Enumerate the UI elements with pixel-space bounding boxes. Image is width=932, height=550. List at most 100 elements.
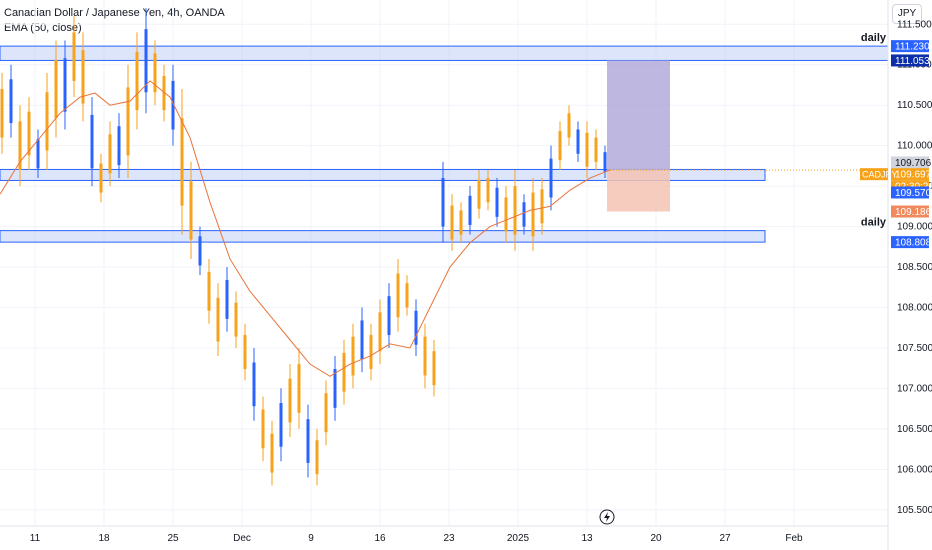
- zone-label: daily: [861, 217, 887, 229]
- x-tick-label: Feb: [785, 533, 803, 544]
- candle-body: [369, 335, 373, 370]
- time-axis: 11 18 25 Dec 9 16 23 2025 13 20 27 Feb: [30, 533, 803, 544]
- x-tick-label: 9: [308, 533, 314, 544]
- symbol-tag-box: [860, 168, 888, 181]
- x-tick-label: 11: [30, 533, 41, 544]
- candle-body: [180, 118, 184, 206]
- candle-body: [72, 32, 76, 81]
- x-tick-label: 13: [581, 533, 593, 544]
- candle-body: [378, 312, 382, 352]
- price-tag-label: 109.697: [895, 170, 932, 181]
- price-tag-label: 109.706: [895, 158, 932, 169]
- candle-body: [243, 335, 247, 370]
- candle-body: [576, 129, 580, 154]
- candle-body: [27, 111, 31, 156]
- y-tick-label: 107.000: [897, 383, 932, 394]
- candle-body: [126, 87, 130, 156]
- candle-body: [288, 378, 292, 423]
- zone-rect: [0, 230, 766, 243]
- candle-body: [495, 187, 499, 217]
- candle-body: [324, 393, 328, 433]
- candle-body: [189, 181, 193, 240]
- candle-body: [99, 163, 103, 193]
- symbol-tag-label: CADJPY: [862, 170, 898, 180]
- candle-body: [387, 296, 391, 336]
- candle-body: [603, 152, 607, 172]
- stop-zone: [607, 169, 670, 212]
- price-tag-box: [891, 205, 929, 218]
- candle-body: [63, 58, 67, 112]
- chart-grid: [0, 0, 888, 526]
- candle-body: [297, 364, 301, 413]
- x-tick-label: 20: [650, 533, 662, 544]
- x-tick-label: 25: [167, 533, 179, 544]
- candle-body: [54, 59, 58, 119]
- candle-body: [144, 29, 148, 93]
- y-tick-label: 107.500: [897, 343, 932, 354]
- price-tag-box: [891, 186, 929, 199]
- candle-body: [270, 433, 274, 473]
- price-tag-box: [891, 236, 929, 249]
- price-tag-box: [891, 156, 929, 169]
- candle-body: [0, 89, 4, 138]
- candle-body: [585, 132, 589, 167]
- x-tick-label: Dec: [233, 533, 251, 544]
- candle-body: [171, 80, 175, 130]
- price-tag-label: 109.186: [895, 207, 932, 218]
- candle-body: [90, 114, 94, 169]
- candle-body: [333, 369, 337, 408]
- candle-body: [198, 236, 202, 266]
- price-tag-label: 109.570: [895, 188, 932, 199]
- candle-body: [9, 79, 13, 124]
- candle-body: [513, 186, 517, 235]
- candle-body: [342, 352, 346, 392]
- candle-body: [279, 402, 283, 447]
- x-tick-label: 23: [443, 533, 455, 544]
- candle-body: [36, 139, 40, 169]
- candle-body: [558, 131, 562, 161]
- long-position-tool: [607, 60, 888, 212]
- candle-body: [216, 297, 220, 342]
- zone-rect: [0, 168, 766, 181]
- x-tick-label: 18: [98, 533, 110, 544]
- zone-label: daily: [861, 32, 887, 44]
- indicator-legend[interactable]: EMA (50, close): [4, 22, 82, 34]
- zone-rect: [0, 45, 889, 61]
- candle-body: [315, 440, 319, 475]
- candle-body: [549, 158, 553, 198]
- candle-body: [108, 134, 112, 174]
- candle-body: [153, 53, 157, 93]
- candle-body: [486, 178, 490, 203]
- price-tag-label: 108.808: [895, 238, 932, 249]
- ema-line: [0, 80, 611, 377]
- y-tick-label: 110.500: [897, 100, 932, 111]
- candle-body: [432, 351, 436, 386]
- price-tag-box: [891, 168, 929, 181]
- currency-button[interactable]: JPY: [892, 4, 922, 24]
- candle-body: [459, 210, 463, 235]
- price-axis: 105.500 106.000 106.500 107.000 107.500 108.0…: [897, 19, 932, 516]
- target-zone: [607, 60, 670, 170]
- candle-body: [117, 126, 121, 166]
- x-tick-label: 16: [374, 533, 386, 544]
- candle-body: [540, 189, 544, 224]
- candlestick-series: [0, 8, 607, 486]
- chart-title: Canadian Dollar / Japanese Yen, 4h, OAND…: [4, 7, 225, 19]
- candle-body: [360, 320, 364, 360]
- candle-body: [396, 273, 400, 318]
- y-tick-label: 109.000: [897, 222, 932, 233]
- candle-body: [135, 51, 139, 111]
- candle-body: [468, 195, 472, 225]
- candle-body: [234, 302, 238, 337]
- candle-body: [45, 92, 49, 151]
- candle-body: [261, 409, 265, 449]
- candle-body: [531, 192, 535, 237]
- candle-body: [414, 310, 418, 345]
- events-icon: [599, 509, 615, 525]
- y-tick-label: 106.000: [897, 464, 932, 475]
- candle-body: [162, 76, 166, 111]
- y-tick-label: 110.000: [897, 141, 932, 152]
- x-tick-label: 27: [719, 533, 731, 544]
- y-tick-label: 111.500: [897, 19, 932, 30]
